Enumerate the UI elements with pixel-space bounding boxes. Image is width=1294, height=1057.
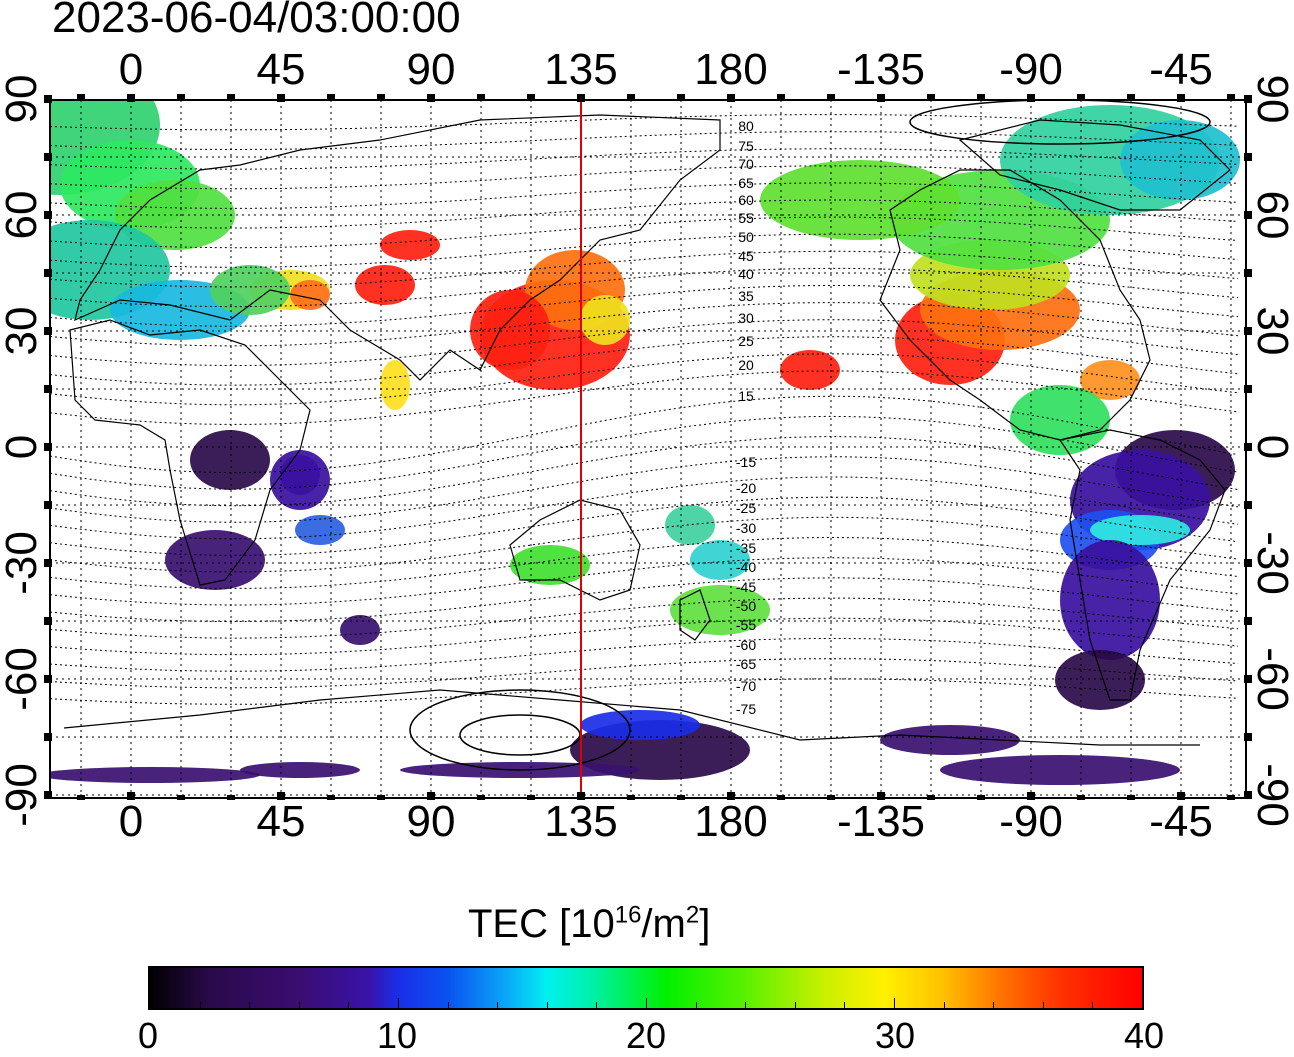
- colorbar-tick-label: 30: [874, 1015, 916, 1056]
- contour-label: -60: [736, 637, 756, 653]
- lat-label-right: -60: [1248, 647, 1294, 711]
- colorbar-tick: [1042, 1002, 1044, 1008]
- contour-label: -70: [736, 678, 756, 694]
- lon-label-bottom: 135: [544, 797, 618, 846]
- colorbar-tick-label: 0: [137, 1015, 159, 1056]
- lon-label-top: -135: [836, 45, 926, 94]
- contour-label: 35: [738, 288, 754, 304]
- colorbar: [148, 966, 1144, 1010]
- lon-label-top: 180: [694, 45, 768, 94]
- lat-label-left: 60: [0, 190, 46, 240]
- colorbar-tick: [695, 1002, 697, 1008]
- lon-label-bottom: -135: [836, 797, 926, 846]
- colorbar-tick: [993, 1002, 995, 1008]
- colorbar-tick: [398, 998, 399, 1008]
- lat-label-left: -30: [0, 531, 46, 595]
- colorbar-tick: [646, 998, 647, 1008]
- colorbar-tick: [546, 1002, 548, 1008]
- lon-label-top: 45: [256, 45, 306, 94]
- colorbar-tick: [348, 1002, 350, 1008]
- contour-label: -25: [736, 500, 756, 516]
- lon-label-bottom: -45: [1149, 797, 1213, 846]
- colorbar-tick: [894, 998, 895, 1008]
- lat-label-right: 60: [1248, 190, 1294, 240]
- lat-label-left: 0: [0, 434, 46, 460]
- lat-label-right: 0: [1248, 434, 1294, 460]
- lon-label-bottom: -90: [999, 797, 1063, 846]
- colorbar-tick: [1142, 998, 1143, 1008]
- colorbar-tick: [249, 1002, 251, 1008]
- colorbar-tick: [1092, 1002, 1094, 1008]
- lat-label-right: 90: [1248, 74, 1294, 124]
- contour-label: -55: [736, 617, 756, 633]
- lat-label-left: 90: [0, 74, 46, 124]
- lon-label-top: 0: [118, 45, 144, 94]
- contour-label: 40: [738, 266, 754, 282]
- lon-label-top: 135: [544, 45, 618, 94]
- contour-label: -75: [736, 701, 756, 717]
- contour-label: 65: [738, 175, 754, 191]
- contour-label: -30: [736, 520, 756, 536]
- colorbar-tick: [497, 1002, 499, 1008]
- lat-label-left: 30: [0, 306, 46, 356]
- lon-label-top: -45: [1149, 45, 1213, 94]
- lat-label-left: -90: [0, 763, 46, 827]
- contour-label: 25: [738, 333, 754, 349]
- contour-label: -50: [736, 598, 756, 614]
- lon-label-bottom: 0: [118, 797, 144, 846]
- colorbar-tick: [298, 1002, 300, 1008]
- contour-label: 70: [738, 156, 754, 172]
- contour-label: 55: [738, 210, 754, 226]
- lat-lon-grid: [50, 100, 1246, 798]
- lat-label-right: -90: [1248, 763, 1294, 827]
- lon-label-bottom: 90: [406, 797, 456, 846]
- contour-label: 20: [738, 357, 754, 373]
- contour-label: 45: [738, 248, 754, 264]
- colorbar-tick: [844, 1002, 846, 1008]
- contour-label: 30: [738, 310, 754, 326]
- frame-ticks: [44, 94, 1252, 800]
- lon-label-bottom: 180: [694, 797, 768, 846]
- colorbar-tick-label: 10: [376, 1015, 418, 1056]
- lon-label-bottom: 45: [256, 797, 306, 846]
- colorbar-tick: [943, 1002, 945, 1008]
- lat-label-right: -30: [1248, 531, 1294, 595]
- colorbar-tick: [447, 1002, 449, 1008]
- colorbar-tick: [794, 1002, 796, 1008]
- colorbar-tick-label: 20: [625, 1015, 667, 1056]
- contour-label: 50: [738, 229, 754, 245]
- contour-label: 60: [738, 192, 754, 208]
- contour-label: -65: [736, 656, 756, 672]
- coastlines: [63, 114, 1231, 746]
- colorbar-title: TEC [1016/m2]: [468, 901, 711, 946]
- contour-label: -35: [736, 540, 756, 556]
- contour-label: -40: [736, 559, 756, 575]
- magnetic-contours: [50, 100, 1239, 771]
- lon-label-top: -90: [999, 45, 1063, 94]
- colorbar-tick-label: 40: [1123, 1015, 1165, 1056]
- lon-label-top: 90: [406, 45, 456, 94]
- contour-label: -45: [736, 579, 756, 595]
- colorbar-tick: [745, 1002, 747, 1008]
- colorbar-tick: [199, 1002, 201, 1008]
- colorbar-tick: [150, 998, 151, 1008]
- lat-label-right: 30: [1248, 306, 1294, 356]
- lat-label-left: -60: [0, 647, 46, 711]
- contour-label: 15: [738, 388, 754, 404]
- colorbar-tick: [596, 1002, 598, 1008]
- contour-label: -15: [736, 454, 756, 470]
- timestamp: 2023-06-04/03:00:00: [52, 0, 461, 42]
- contour-label: 75: [738, 138, 754, 154]
- contour-label: -20: [736, 480, 756, 496]
- contour-label: 80: [738, 118, 754, 134]
